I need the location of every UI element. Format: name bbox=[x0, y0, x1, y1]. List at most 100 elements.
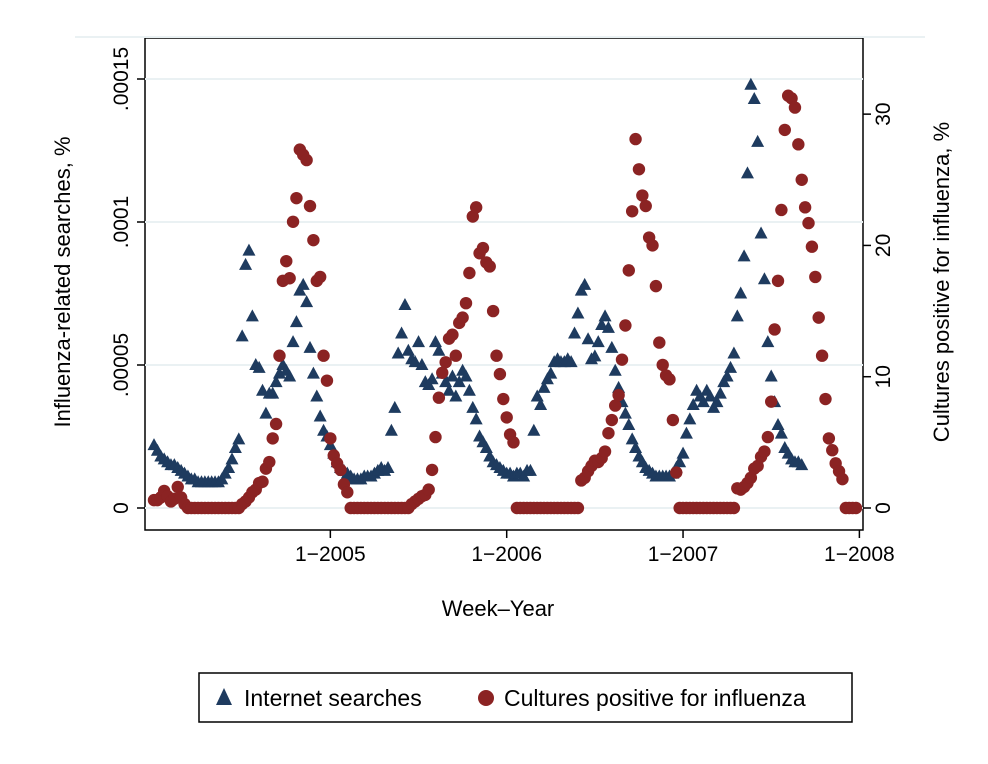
search-point bbox=[696, 395, 710, 408]
culture-point bbox=[280, 254, 293, 268]
search-point bbox=[605, 340, 619, 353]
culture-point bbox=[266, 432, 279, 445]
culture-point bbox=[602, 426, 615, 440]
culture-point bbox=[341, 486, 354, 499]
search-point bbox=[764, 369, 778, 382]
left-tick-label: .00015 bbox=[110, 47, 133, 111]
search-point bbox=[310, 389, 324, 402]
search-point bbox=[727, 346, 741, 359]
culture-point bbox=[788, 101, 802, 114]
left-tick-label: 0 bbox=[110, 502, 133, 514]
search-point bbox=[581, 332, 595, 345]
search-point bbox=[225, 452, 239, 465]
search-point bbox=[459, 369, 473, 382]
culture-point bbox=[324, 432, 337, 445]
legend-box bbox=[198, 672, 853, 723]
search-point bbox=[618, 406, 632, 419]
right-tick-label: 10 bbox=[872, 365, 895, 388]
culture-point bbox=[768, 323, 781, 336]
search-point bbox=[398, 297, 412, 310]
search-point bbox=[713, 386, 727, 399]
culture-point bbox=[300, 153, 313, 167]
culture-point bbox=[639, 199, 652, 213]
search-point bbox=[724, 360, 738, 373]
search-point bbox=[242, 243, 256, 256]
search-point bbox=[286, 335, 300, 348]
culture-point bbox=[666, 413, 680, 427]
culture-point bbox=[459, 296, 473, 310]
search-point bbox=[245, 309, 259, 322]
right-tick-label: 30 bbox=[872, 102, 895, 125]
culture-point bbox=[849, 501, 863, 515]
culture-point bbox=[792, 138, 805, 151]
search-point bbox=[391, 346, 405, 359]
search-point bbox=[395, 326, 409, 339]
search-point bbox=[673, 455, 687, 468]
culture-point bbox=[649, 279, 663, 293]
culture-point bbox=[795, 173, 808, 186]
culture-point bbox=[819, 392, 832, 406]
search-point bbox=[466, 400, 480, 413]
search-point bbox=[259, 406, 273, 419]
y-axis-title-left: Influenza-related searches, % bbox=[50, 136, 75, 427]
culture-point bbox=[256, 475, 269, 488]
culture-point bbox=[439, 356, 452, 369]
culture-point bbox=[815, 349, 829, 362]
culture-point bbox=[812, 311, 825, 324]
search-point bbox=[774, 426, 788, 439]
culture-point bbox=[486, 304, 500, 318]
search-point bbox=[571, 306, 585, 319]
culture-point bbox=[456, 311, 469, 324]
culture-point bbox=[822, 432, 836, 445]
culture-point bbox=[653, 336, 666, 349]
search-point bbox=[300, 295, 314, 308]
left-axis: 0 .00005 .0001 .00015 bbox=[110, 47, 145, 514]
x-tick-label: 1−2007 bbox=[648, 543, 719, 566]
culture-point bbox=[500, 411, 513, 424]
culture-point bbox=[646, 239, 659, 252]
legend-label-cultures-positive: Cultures positive for influenza bbox=[504, 685, 806, 711]
search-point bbox=[676, 446, 690, 459]
search-point bbox=[252, 360, 266, 373]
search-point bbox=[754, 226, 768, 239]
search-point bbox=[757, 272, 771, 285]
search-point bbox=[720, 369, 734, 382]
search-point bbox=[228, 440, 242, 453]
culture-point bbox=[449, 349, 463, 362]
culture-point bbox=[622, 264, 635, 277]
search-point bbox=[608, 363, 622, 376]
series-cultures-positive bbox=[147, 89, 863, 515]
culture-point bbox=[263, 455, 276, 469]
grid-lines bbox=[145, 78, 863, 509]
right-tick-label: 0 bbox=[872, 502, 895, 514]
left-tick-label: .00005 bbox=[110, 333, 133, 397]
culture-point bbox=[483, 260, 496, 273]
legend-marker-triangle bbox=[216, 688, 232, 705]
search-point bbox=[523, 463, 537, 476]
search-point bbox=[544, 366, 558, 379]
search-point bbox=[588, 349, 602, 362]
search-point bbox=[795, 458, 809, 471]
search-point bbox=[449, 389, 463, 402]
search-point bbox=[564, 355, 578, 368]
culture-point bbox=[283, 272, 296, 285]
culture-point bbox=[670, 466, 683, 479]
search-point bbox=[761, 335, 775, 348]
search-point bbox=[432, 343, 446, 356]
culture-point bbox=[761, 430, 775, 444]
search-point bbox=[462, 383, 476, 396]
culture-point bbox=[436, 366, 449, 379]
culture-point bbox=[798, 201, 812, 214]
culture-point bbox=[775, 203, 788, 217]
left-tick-label: .0001 bbox=[110, 196, 133, 249]
search-point bbox=[591, 335, 605, 348]
search-point bbox=[384, 423, 398, 436]
culture-point bbox=[273, 349, 286, 362]
culture-point bbox=[320, 374, 334, 387]
culture-point bbox=[598, 445, 612, 458]
legend-marker-circle bbox=[478, 690, 494, 706]
search-point bbox=[289, 315, 303, 328]
culture-point bbox=[307, 233, 320, 247]
